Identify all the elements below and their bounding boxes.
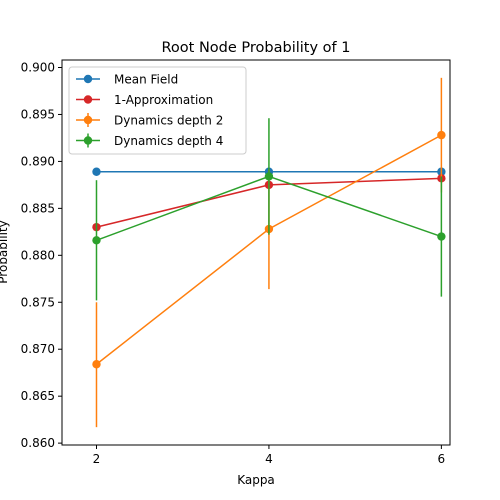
legend-frame: [68, 66, 247, 155]
legend-entry: Dynamics depth 2: [76, 113, 223, 128]
plot-area: [92, 77, 446, 428]
chart-title: Root Node Probability of 1: [162, 40, 351, 56]
legend-label: Dynamics depth 2: [114, 114, 223, 128]
y-axis: 0.860 0.865 0.870 0.875 0.880 0.885 0.890 0.895…: [21, 61, 62, 450]
data-point: [92, 167, 101, 176]
y-axis-label: Probability: [0, 220, 10, 283]
y-tick-label: 0.875: [21, 295, 55, 309]
y-tick-label: 0.895: [21, 107, 55, 121]
legend-entry: Mean Field: [76, 73, 178, 87]
data-point: [437, 130, 446, 140]
legend-entry: 1-Approximation: [76, 93, 213, 107]
x-tick-label: 2: [93, 452, 101, 466]
data-point: [437, 232, 446, 241]
data-point: [92, 236, 101, 245]
legend-marker: [83, 136, 93, 145]
legend-marker: [83, 95, 93, 104]
x-axis-label: Kappa: [237, 473, 275, 487]
y-tick-label: 0.885: [21, 201, 55, 215]
axes-frame: [61, 59, 451, 446]
legend-marker: [83, 74, 93, 84]
y-tick-label: 0.865: [21, 389, 55, 403]
data-point: [264, 172, 274, 181]
y-tick-label: 0.890: [21, 154, 55, 168]
series-dynamics-depth-4: [92, 118, 446, 301]
legend: Mean Field 1-Approximation Dynamics depth …: [68, 66, 247, 155]
y-tick-label: 0.880: [21, 248, 55, 262]
x-tick-label: 4: [265, 452, 273, 466]
legend-label: Mean Field: [114, 73, 178, 87]
y-tick-label: 0.860: [21, 436, 55, 450]
legend-label: 1-Approximation: [114, 93, 213, 107]
legend-label: Dynamics depth 4: [114, 134, 223, 148]
y-tick-label: 0.870: [21, 342, 55, 356]
legend-entry: Dynamics depth 4: [76, 133, 223, 148]
legend-marker: [83, 115, 93, 125]
x-tick-label: 6: [438, 452, 446, 466]
y-tick-label: 0.900: [21, 61, 55, 75]
data-point: [92, 360, 101, 369]
x-axis: 2 4 6: [93, 445, 446, 466]
